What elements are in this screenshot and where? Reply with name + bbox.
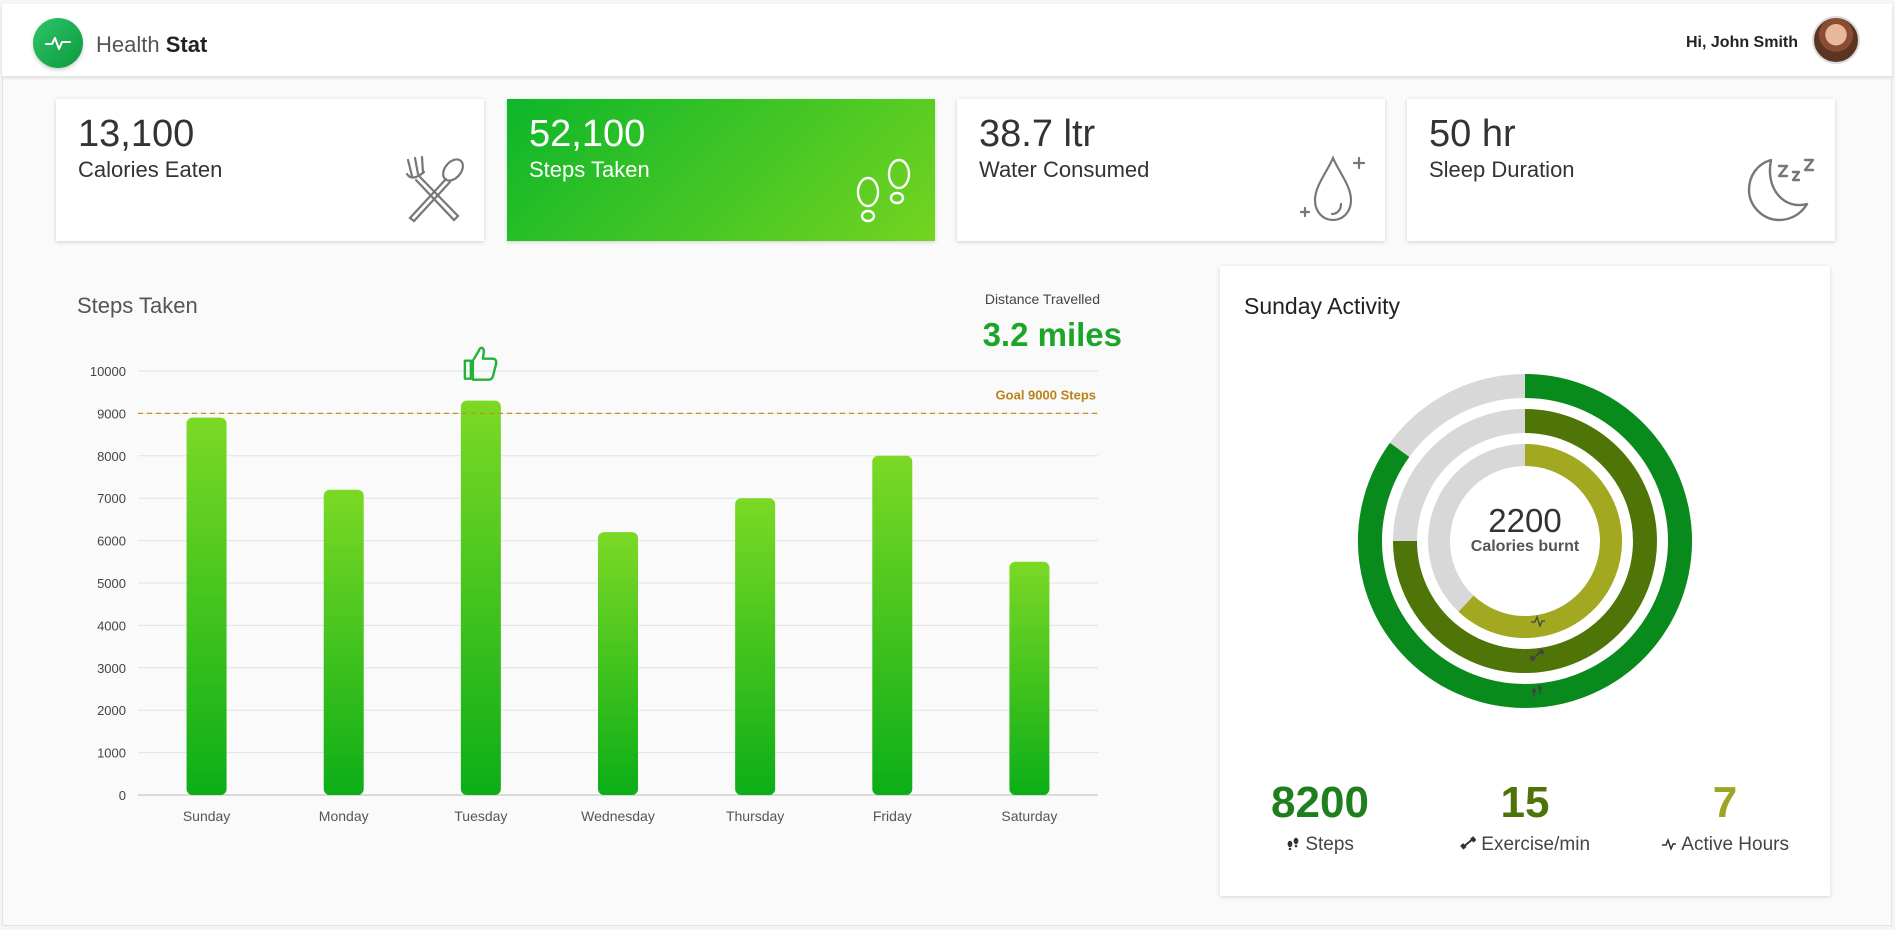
top-bar: Health Stat Hi, John Smith [2, 4, 1892, 76]
calories-eaten-card[interactable]: 13,100 Calories Eaten [56, 99, 484, 241]
y-tick-label: 3000 [97, 661, 126, 676]
metric-label-row: Steps [1220, 834, 1420, 856]
x-tick-label: Monday [319, 808, 369, 824]
card-value: 13,100 [78, 113, 195, 155]
user-greeting: Hi, John Smith [1686, 34, 1798, 51]
x-tick-label: Wednesday [581, 808, 655, 824]
y-tick-label: 2000 [97, 703, 126, 718]
pulse-icon [1661, 834, 1681, 855]
card-value: 52,100 [529, 113, 646, 155]
water-drop-icon [1299, 152, 1369, 229]
x-tick-label: Thursday [726, 808, 784, 824]
pulse-icon [1531, 615, 1545, 628]
card-value: 50 hr [1429, 113, 1516, 155]
card-label: Water Consumed [979, 157, 1150, 182]
goal-label: Goal 9000 Steps [996, 387, 1096, 402]
x-tick-label: Sunday [183, 808, 230, 824]
bar-monday[interactable] [323, 489, 364, 795]
brand-light-text: Health [96, 32, 160, 57]
y-tick-label: 8000 [97, 449, 126, 464]
card-value: 38.7 ltr [979, 113, 1096, 155]
calories-burnt-label: Calories burnt [1470, 538, 1580, 555]
metric-value: 8200 [1271, 778, 1369, 827]
dumbbell-icon [1460, 834, 1481, 855]
steps-metric: 8200 Steps [1220, 778, 1420, 856]
metric-label: Steps [1305, 834, 1354, 855]
card-label: Steps Taken [529, 157, 650, 182]
distance-value: 3.2 miles [982, 316, 1122, 353]
footprints-icon [1286, 834, 1305, 855]
ring-footprints[interactable] [1358, 374, 1692, 708]
y-tick-label: 7000 [97, 491, 126, 506]
active-hours-metric: 7 Active Hours [1625, 778, 1825, 856]
metric-label-row: Exercise/min [1425, 834, 1625, 856]
brand-bold-text: Stat [165, 32, 208, 57]
y-tick-label: 4000 [97, 618, 126, 633]
ring-pulse[interactable] [1458, 444, 1622, 638]
y-tick-label: 10000 [90, 364, 126, 379]
ring-dumbbell[interactable] [1393, 409, 1657, 673]
bar-friday[interactable] [872, 455, 913, 795]
footprints-icon [853, 154, 919, 229]
bar-wednesday[interactable] [598, 532, 638, 795]
x-tick-label: Saturday [1001, 808, 1057, 824]
moon-sleep-icon [1743, 154, 1819, 229]
card-label: Sleep Duration [1429, 157, 1575, 182]
y-tick-label: 6000 [97, 534, 126, 549]
card-label: Calories Eaten [78, 157, 223, 182]
dumbbell-icon [1529, 648, 1545, 662]
x-tick-label: Friday [873, 808, 912, 824]
metric-label: Active Hours [1681, 834, 1789, 855]
thumbs-up-icon [463, 346, 498, 381]
steps-taken-card[interactable]: 52,100 Steps Taken [507, 99, 935, 241]
bar-saturday[interactable] [1009, 561, 1050, 795]
footprints-icon [1532, 685, 1542, 697]
distance-label: Distance Travelled [984, 291, 1100, 307]
steps-bar-chart: 0 1000 2000 3000 4000 5000 6000 7000 8000 9000 100… [90, 346, 1098, 824]
brand-title[interactable]: Health Stat [96, 32, 207, 58]
activity-panel: Sunday Activity 2200 Calories burnt 8200… [1220, 266, 1830, 896]
fork-spoon-icon [398, 154, 468, 229]
x-tick-label: Tuesday [454, 808, 507, 824]
metric-label-row: Active Hours [1625, 834, 1825, 856]
water-consumed-card[interactable]: 38.7 ltr Water Consumed [957, 99, 1385, 241]
steps-chart-title: Steps Taken [77, 293, 198, 318]
avatar[interactable] [1812, 16, 1860, 64]
metric-value: 15 [1500, 778, 1550, 827]
bar-sunday[interactable] [186, 417, 227, 795]
bar-thursday[interactable] [735, 498, 776, 795]
calories-burnt-value: 2200 [1488, 502, 1562, 539]
activity-rings [1358, 374, 1692, 708]
y-tick-label: 9000 [97, 406, 126, 421]
pulse-logo-icon[interactable] [33, 18, 83, 68]
bar-tuesday[interactable] [460, 400, 501, 795]
exercise-metric: 15 Exercise/min [1425, 778, 1625, 856]
y-tick-label: 1000 [97, 746, 126, 761]
sleep-duration-card[interactable]: 50 hr Sleep Duration [1407, 99, 1835, 241]
metric-value: 7 [1712, 778, 1738, 827]
y-tick-label: 0 [119, 788, 126, 803]
activity-title: Sunday Activity [1244, 293, 1400, 319]
metric-label: Exercise/min [1481, 834, 1591, 855]
y-tick-label: 5000 [97, 576, 126, 591]
